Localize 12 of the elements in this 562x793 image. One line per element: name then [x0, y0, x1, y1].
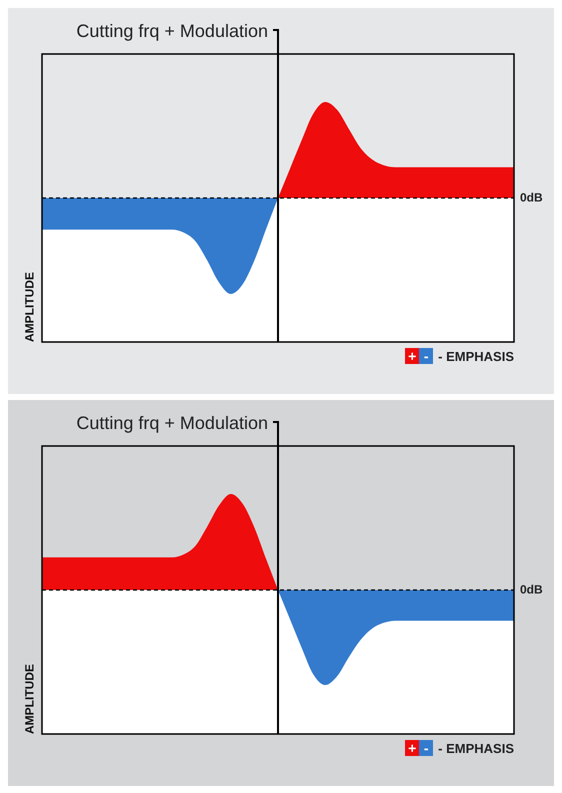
chart-title: Cutting frq + Modulation	[76, 412, 268, 433]
text: +	[405, 740, 420, 756]
y-axis-title: AMPLITUDE	[22, 272, 36, 342]
text: +	[405, 348, 420, 364]
y-axis-title: AMPLITUDE	[22, 664, 36, 734]
text: -	[419, 348, 434, 364]
text: - EMPHASIS	[438, 348, 514, 364]
text: -	[419, 740, 434, 756]
chart-title: Cutting frq + Modulation	[76, 20, 268, 41]
text: - EMPHASIS	[438, 740, 514, 756]
ref-line-label: 0dB	[520, 190, 544, 204]
ref-line-label: 0dB	[520, 582, 544, 596]
